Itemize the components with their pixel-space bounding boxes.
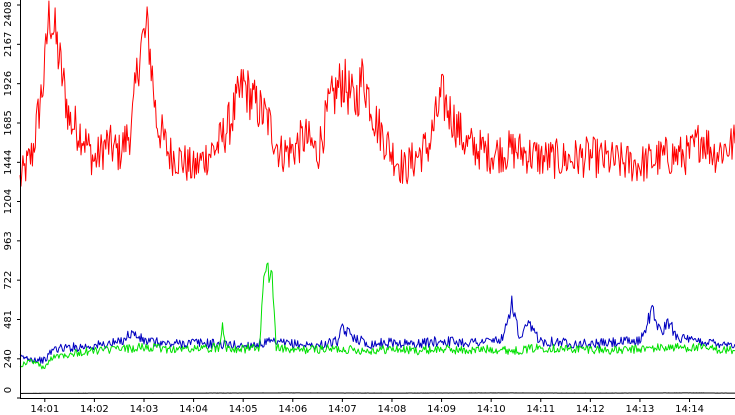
x-tick-label: 14:13: [626, 404, 655, 415]
y-tick-label: 0: [3, 387, 14, 393]
series-line-4: [20, 392, 735, 394]
x-tick-label: 14:02: [80, 404, 109, 415]
y-tick-label: 481: [3, 310, 14, 329]
x-tick-label: 14:12: [576, 404, 605, 415]
y-tick-label: 1444: [3, 150, 14, 175]
x-axis-ticks: 14:01 14:02 14:03 14:04 14:05 14:06 14:07 14:08…: [30, 398, 704, 415]
y-tick-label: 1204: [3, 189, 14, 214]
x-tick-label: 14:04: [179, 404, 208, 415]
x-tick-label: 14:14: [675, 404, 704, 415]
x-tick-label: 14:08: [378, 404, 407, 415]
x-tick-label: 14:05: [229, 404, 258, 415]
series-line-2: [19, 295, 735, 364]
y-tick-label: 963: [3, 231, 14, 250]
y-tick-label: 2167: [3, 32, 14, 57]
x-tick-label: 14:01: [30, 404, 59, 415]
x-tick-label: 14:06: [278, 404, 307, 415]
y-tick-label: 1685: [3, 110, 14, 135]
y-tick-label: 2408: [3, 1, 14, 26]
x-tick-label: 14:09: [427, 404, 456, 415]
y-tick-label: 722: [3, 271, 14, 290]
y-axis-ticks: 0 240 481 722 963 1204 1444 1685 1926 2167 2408: [3, 1, 20, 399]
y-tick-label: 1926: [3, 71, 14, 96]
x-tick-label: 14:03: [130, 404, 159, 415]
series-layer: [19, 0, 735, 394]
x-tick-label: 14:07: [328, 404, 357, 415]
series-line-3: [19, 262, 735, 370]
x-tick-label: 14:11: [526, 404, 555, 415]
x-tick-label: 14:10: [477, 404, 506, 415]
series-line-1: [19, 0, 735, 187]
y-tick-label: 240: [3, 349, 14, 368]
